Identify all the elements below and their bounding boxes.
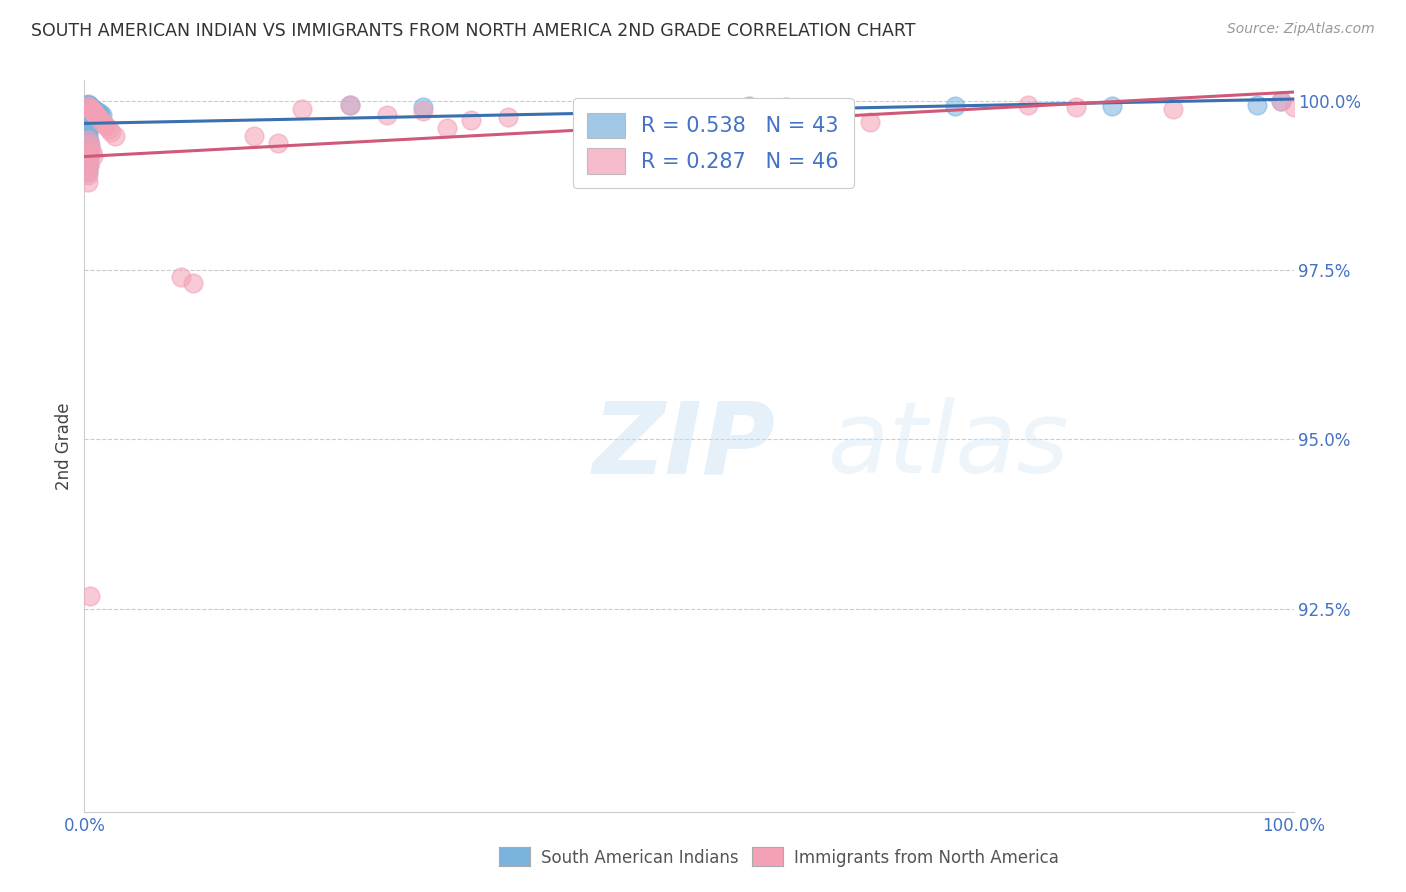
Point (460, 112, 482, 127)
Point (100, 125, 122, 139)
Point (76, 98, 98, 112)
Point (86, 105, 108, 120)
Point (1101, 99, 1123, 113)
Point (1246, 98, 1268, 112)
Point (1161, 102, 1184, 116)
Point (738, 99, 761, 113)
Point (170, 269, 193, 284)
Point (79, 590, 101, 604)
Point (77, 115, 100, 129)
Point (77, 164, 100, 178)
Point (738, 100, 761, 114)
Point (93, 117, 115, 131)
Point (77, 117, 100, 131)
Point (77, 148, 100, 162)
Point (496, 110, 519, 124)
Point (77, 120, 100, 135)
Point (97, 122, 120, 136)
Point (90, 114, 112, 128)
Point (104, 128, 127, 143)
Y-axis label: 2nd Grade: 2nd Grade (55, 402, 73, 490)
Point (77, 175, 100, 189)
Point (77, 97, 100, 112)
Point (775, 100, 797, 114)
Point (77, 100, 100, 114)
Point (84, 103, 107, 118)
Text: South American Indians: South American Indians (541, 849, 740, 867)
Text: ZIP: ZIP (592, 398, 775, 494)
Point (77, 141, 100, 155)
Point (86, 108, 108, 122)
Point (79, 141, 101, 155)
Point (87, 112, 110, 126)
Point (77, 99, 100, 113)
Point (77, 99, 100, 113)
Point (77, 112, 100, 127)
Point (89, 107, 111, 121)
Point (77, 98, 100, 112)
Point (77, 111, 100, 125)
Point (242, 128, 264, 143)
Point (83, 105, 105, 120)
Point (823, 102, 845, 116)
Point (82, 149, 104, 163)
Point (375, 108, 398, 122)
Point (654, 117, 676, 131)
Point (79, 100, 101, 114)
Text: SOUTH AMERICAN INDIAN VS IMMIGRANTS FROM NORTH AMERICA 2ND GRADE CORRELATION CHA: SOUTH AMERICAN INDIAN VS IMMIGRANTS FROM… (31, 22, 915, 40)
Point (1270, 94, 1292, 108)
Point (80, 145, 103, 159)
Point (77, 99, 100, 113)
Point (94, 120, 117, 134)
Point (859, 115, 882, 129)
Point (77, 168, 100, 182)
Point (79, 137, 101, 152)
Point (77, 158, 100, 172)
Point (267, 136, 290, 150)
Point (291, 102, 314, 116)
Point (77, 151, 100, 165)
Point (80, 101, 103, 115)
Point (412, 103, 434, 118)
Point (82, 103, 104, 117)
Point (87, 105, 110, 120)
Point (436, 120, 458, 135)
Point (77, 153, 100, 168)
Text: atlas: atlas (828, 398, 1070, 494)
Point (82, 104, 104, 119)
Point (1270, 94, 1292, 108)
Text: Immigrants from North America: Immigrants from North America (794, 849, 1059, 867)
Point (77, 124, 100, 138)
Point (77, 133, 100, 147)
Point (77, 145, 100, 159)
Point (1017, 98, 1039, 112)
Point (91, 108, 114, 122)
Point (83, 103, 105, 117)
Point (86, 104, 108, 119)
Point (84, 107, 107, 121)
Point (1282, 100, 1305, 114)
Point (339, 98, 361, 112)
Point (80, 102, 103, 116)
Point (77, 114, 100, 128)
Point (1064, 100, 1087, 114)
Point (79, 100, 101, 114)
Point (412, 100, 434, 114)
Point (80, 103, 103, 117)
Legend: R = 0.538   N = 43, R = 0.287   N = 46: R = 0.538 N = 43, R = 0.287 N = 46 (572, 98, 853, 188)
Point (77, 134, 100, 148)
Point (79, 102, 101, 116)
Point (77, 131, 100, 145)
Point (339, 98, 361, 112)
Point (77, 162, 100, 177)
Point (77, 158, 100, 172)
Point (82, 103, 104, 117)
Text: Source: ZipAtlas.com: Source: ZipAtlas.com (1227, 22, 1375, 37)
Point (77, 128, 100, 142)
Point (943, 99, 966, 113)
Point (77, 136, 100, 151)
Point (181, 277, 204, 291)
